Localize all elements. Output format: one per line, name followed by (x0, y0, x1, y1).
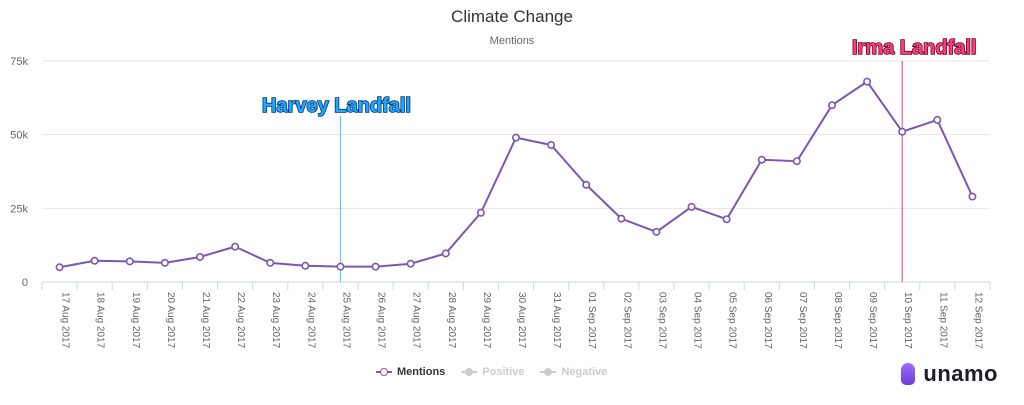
x-tick-label: 06 Sep 2017 (762, 292, 773, 349)
x-tick-label: 30 Aug 2017 (516, 292, 527, 349)
data-point (968, 192, 977, 201)
series-line-mentions (59, 80, 974, 269)
y-tick-label: 50k (10, 130, 28, 142)
data-point (547, 140, 556, 149)
x-tick-label: 21 Aug 2017 (200, 292, 211, 349)
x-tick-label: 01 Sep 2017 (586, 292, 597, 349)
x-tick-label: 20 Aug 2017 (165, 292, 176, 349)
data-point (582, 180, 591, 189)
data-point (266, 258, 275, 267)
data-point (196, 252, 205, 261)
x-tick-label: 07 Sep 2017 (797, 292, 808, 349)
y-tick-label: 75k (10, 56, 28, 68)
data-point (898, 127, 907, 136)
x-tick-label: 10 Sep 2017 (902, 292, 913, 349)
x-tick-label: 31 Aug 2017 (551, 292, 562, 349)
legend-marker-icon (376, 367, 392, 377)
data-point (722, 215, 731, 224)
data-point (827, 101, 836, 110)
legend-label-mentions: Mentions (397, 366, 446, 378)
data-point (757, 155, 766, 164)
data-point (336, 262, 345, 271)
chart-title: Climate Change (451, 7, 573, 26)
legend-marker-icon (540, 367, 557, 377)
x-tick-label: 29 Aug 2017 (481, 292, 492, 349)
legend-item-mentions[interactable]: Mentions (376, 366, 445, 378)
legend-label-negative: Negative (561, 366, 608, 378)
x-tick-label: 18 Aug 2017 (95, 292, 106, 349)
legend-marker-icon (461, 367, 478, 377)
data-point (125, 257, 134, 266)
chart-subtitle: Mentions (489, 35, 535, 47)
annotation-label: Irma Landfall (852, 37, 976, 59)
x-tick-label: 19 Aug 2017 (130, 292, 141, 349)
data-point (301, 261, 310, 270)
data-point (476, 208, 485, 217)
data-point (160, 258, 169, 267)
brand-logo: unamo (901, 361, 998, 387)
x-tick-label: 09 Sep 2017 (867, 292, 878, 349)
legend-item-negative[interactable]: Negative (540, 366, 607, 378)
x-tick-label: 11 Sep 2017 (937, 292, 948, 348)
x-tick-label: 25 Aug 2017 (340, 292, 351, 349)
data-point (511, 133, 520, 142)
data-point (90, 256, 99, 265)
data-point (55, 263, 64, 272)
x-tick-label: 27 Aug 2017 (411, 292, 422, 349)
x-tick-label: 22 Aug 2017 (235, 292, 246, 349)
data-point (441, 249, 450, 258)
x-tick-label: 23 Aug 2017 (270, 292, 281, 349)
legend-label-positive: Positive (482, 366, 525, 378)
y-tick-label: 0 (22, 277, 28, 289)
brand-name: unamo (923, 361, 998, 386)
data-point (933, 115, 942, 124)
chart-legend: Mentions Positive Negative (376, 366, 607, 378)
x-tick-label: 26 Aug 2017 (376, 292, 387, 349)
x-tick-label: 04 Sep 2017 (692, 292, 703, 349)
legend-item-positive[interactable]: Positive (461, 366, 524, 378)
x-tick-label: 03 Sep 2017 (656, 292, 667, 349)
data-point (406, 259, 415, 268)
unamo-logo-icon (901, 363, 916, 385)
data-point (371, 262, 380, 271)
data-point (652, 227, 661, 236)
y-tick-label: 25k (10, 203, 28, 215)
data-point (231, 242, 240, 251)
x-tick-label: 05 Sep 2017 (727, 292, 738, 349)
data-point (687, 202, 696, 211)
x-tick-label: 02 Sep 2017 (621, 292, 632, 349)
x-tick-label: 28 Aug 2017 (446, 292, 457, 349)
annotation-label: Harvey Landfall (262, 95, 411, 117)
data-point (863, 77, 872, 86)
data-point (792, 157, 801, 166)
x-tick-label: 24 Aug 2017 (305, 292, 316, 349)
x-tick-label: 17 Aug 2017 (60, 292, 71, 349)
x-tick-label: 12 Sep 2017 (972, 292, 983, 349)
data-point (617, 214, 626, 223)
x-tick-label: 08 Sep 2017 (832, 292, 843, 349)
